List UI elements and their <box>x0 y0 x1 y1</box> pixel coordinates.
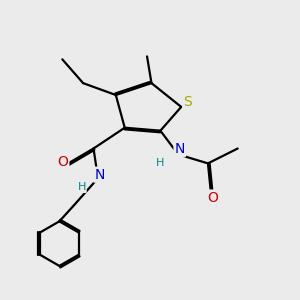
Text: H: H <box>77 182 86 192</box>
Text: S: S <box>183 95 192 110</box>
Text: O: O <box>58 155 68 169</box>
Text: H: H <box>156 158 165 168</box>
Text: N: N <box>175 142 185 156</box>
Text: N: N <box>94 168 105 182</box>
Text: O: O <box>207 190 218 205</box>
